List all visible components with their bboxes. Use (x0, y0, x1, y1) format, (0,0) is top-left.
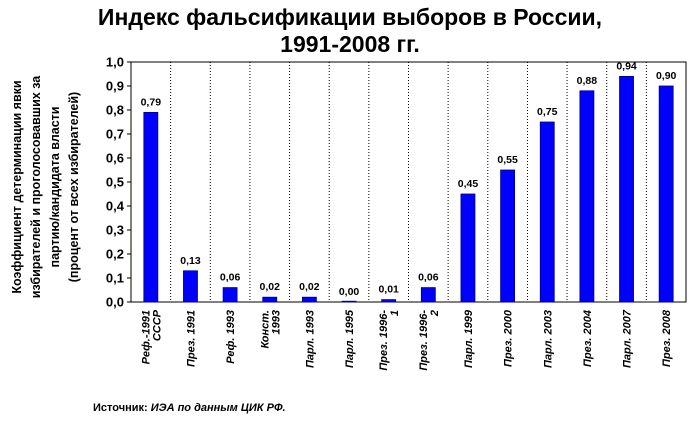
x-tick-label-line: През. 2008 (661, 309, 673, 367)
x-tick-label: През. 1991 (185, 310, 197, 367)
x-tick-label-line: През. 1996- (378, 310, 390, 371)
x-tick-label-line: През. 2004 (582, 310, 594, 367)
x-tick-label-line: СССР (151, 309, 163, 341)
bar (420, 287, 436, 303)
data-label: 0,45 (458, 178, 479, 190)
bar (341, 300, 357, 303)
y-tick-label: 0,6 (106, 151, 124, 166)
y-tick-label: 0,1 (106, 271, 124, 286)
bar (658, 85, 674, 303)
x-tick-label-line: Парл. 2003 (542, 310, 554, 368)
y-tick-label: 0,8 (106, 103, 124, 118)
source-prefix: Источник: (93, 402, 148, 414)
x-tick-label: Конст. 1993 (259, 310, 282, 349)
x-tick-label: Парл. 1993 (304, 310, 316, 368)
bar (262, 296, 278, 303)
y-tick-label: 0,9 (106, 79, 124, 94)
source-note: Источник: ИЭА по данным ЦИК РФ. (93, 402, 286, 414)
data-label: 0,88 (577, 75, 598, 87)
x-tick-label: През. 1996- 2 (418, 310, 441, 371)
x-tick-label: През. 2000 (503, 309, 515, 367)
y-tick-label: 0,2 (106, 247, 124, 262)
data-label: 0,75 (537, 106, 558, 118)
bar (183, 270, 198, 303)
data-label: 0,01 (378, 284, 399, 296)
y-tick-label: 0,0 (106, 295, 124, 310)
data-label: 0,00 (339, 286, 360, 298)
bar (301, 296, 317, 303)
bar (143, 112, 159, 303)
data-label: 0,13 (180, 255, 201, 267)
x-tick-label-line: 1993 (270, 310, 282, 334)
x-tick-label: През. 2008 (661, 309, 673, 367)
y-tick-label: 1,0 (106, 55, 124, 70)
x-tick-label-line: През. 1996- (418, 310, 430, 371)
data-label: 0,02 (299, 281, 320, 293)
bar (381, 299, 397, 303)
y-tick-label: 0,3 (106, 223, 124, 238)
bar (579, 90, 595, 303)
y-tick-label: 0,5 (106, 175, 124, 190)
bar (222, 287, 238, 303)
data-label: 0,06 (418, 272, 439, 284)
x-tick-label: Реф.-1991 СССР (140, 309, 163, 364)
x-tick-label: Парл. 1995 (344, 309, 356, 368)
x-tick-label-line: Парл. 1993 (304, 310, 316, 368)
data-label: 0,79 (141, 96, 162, 108)
bar (619, 76, 634, 303)
x-tick-label: Парл. 2007 (622, 309, 634, 368)
x-tick-label-line: През. 1991 (185, 310, 197, 367)
x-tick-label: През. 1996- 1 (378, 310, 401, 371)
bar (500, 169, 516, 303)
bar (460, 193, 476, 303)
chart-title-line-2: 1991-2008 гг. (280, 31, 420, 57)
data-label: 0,55 (497, 154, 518, 166)
x-tick-label: Парл. 2003 (542, 310, 554, 368)
chart-title-line-1: Индекс фальсификации выборов в России, (97, 4, 603, 30)
x-tick-label-line: Конст. (259, 310, 271, 349)
x-tick-label-line: Парл. 1995 (344, 309, 356, 368)
y-tick-label: 0,7 (106, 127, 124, 142)
data-label: 0,90 (656, 70, 677, 82)
y-tick-label: 0,4 (106, 199, 125, 214)
source-body: ИЭА по данным ЦИК РФ. (150, 402, 286, 414)
x-tick-label-line: През. 2000 (503, 309, 515, 367)
x-tick-label-line: Парл. 1999 (463, 309, 475, 368)
x-tick-label-line: 2 (429, 310, 441, 317)
x-tick-label: Парл. 1999 (463, 309, 475, 368)
x-tick-label: Реф. 1993 (225, 310, 237, 364)
data-label: 0,02 (260, 281, 281, 293)
x-tick-label-line: Реф. 1993 (225, 310, 237, 364)
x-tick-label-line: 1 (389, 310, 401, 316)
data-label: 0,94 (616, 60, 637, 72)
bar (539, 121, 555, 303)
x-tick-label-line: Реф.-1991 (140, 310, 152, 364)
data-label: 0,06 (220, 272, 241, 284)
x-tick-label: През. 2004 (582, 310, 594, 367)
x-tick-label-line: Парл. 2007 (622, 309, 634, 368)
